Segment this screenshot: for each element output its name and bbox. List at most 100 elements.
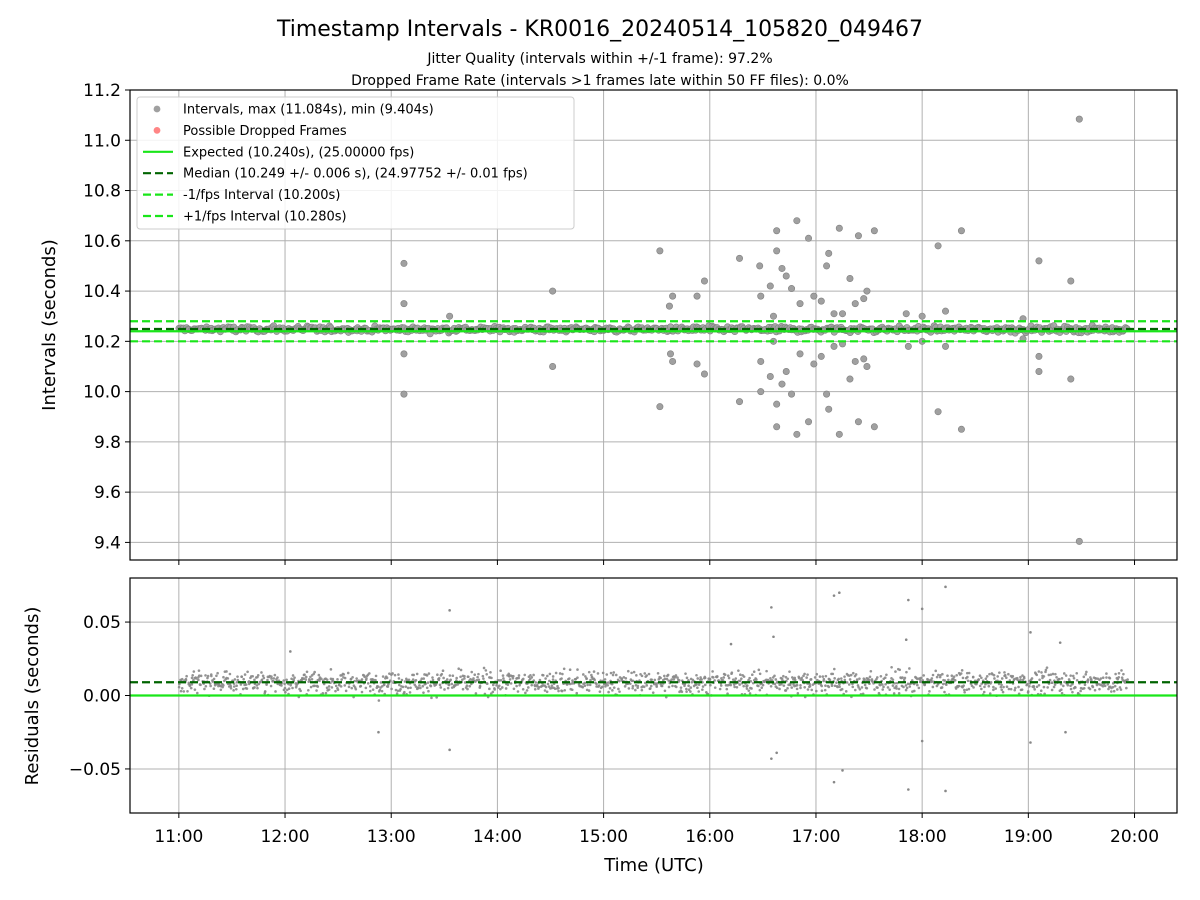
interval-point: [941, 682, 945, 686]
interval-point: [189, 686, 193, 690]
interval-point: [475, 678, 479, 682]
interval-point: [703, 676, 707, 680]
interval-point: [1019, 675, 1022, 679]
interval-point: [488, 687, 491, 691]
interval-point: [425, 674, 429, 677]
interval-point: [992, 685, 995, 689]
interval-point: [422, 677, 426, 680]
legend-label: Expected (10.240s), (25.00000 fps): [183, 145, 414, 160]
y-tick-label: 10.6: [83, 232, 121, 252]
interval-point: [493, 688, 496, 691]
interval-point: [364, 686, 368, 690]
x-tick-label: 17:00: [791, 827, 840, 847]
interval-point: [538, 678, 542, 682]
interval-point: [732, 683, 736, 686]
interval-point: [595, 682, 598, 686]
interval-point: [967, 671, 971, 675]
interval-point: [403, 680, 407, 683]
interval-point: [1017, 692, 1021, 696]
interval-point: [626, 669, 630, 673]
interval-point: [1053, 683, 1057, 686]
interval-point: [347, 685, 351, 689]
interval-point: [584, 675, 587, 678]
interval-point: [597, 684, 601, 687]
interval-point: [235, 684, 238, 688]
interval-point: [1105, 676, 1108, 679]
interval-point: [1000, 683, 1003, 687]
interval-point: [678, 679, 681, 682]
interval-point: [868, 675, 872, 679]
interval-point: [833, 667, 836, 671]
interval-point: [1000, 677, 1004, 680]
interval-point: [310, 677, 314, 681]
outlier-point: [825, 249, 833, 257]
interval-point: [644, 681, 647, 685]
outlier-point: [832, 594, 836, 597]
outlier-point: [736, 398, 744, 406]
interval-point: [184, 677, 188, 681]
interval-point: [1026, 682, 1029, 686]
interval-point: [1050, 688, 1054, 692]
interval-point: [720, 676, 723, 680]
interval-point: [546, 682, 550, 686]
interval-point: [334, 684, 338, 688]
interval-point: [640, 688, 644, 692]
interval-point: [1002, 685, 1005, 689]
interval-point: [1008, 679, 1012, 682]
interval-point: [446, 686, 450, 690]
outlier-point: [400, 259, 408, 267]
interval-point: [570, 688, 574, 692]
interval-point: [752, 678, 756, 682]
interval-point: [1020, 688, 1024, 691]
interval-point: [671, 684, 674, 688]
interval-point: [371, 688, 375, 691]
interval-point: [501, 674, 505, 677]
outlier-point: [835, 224, 843, 232]
interval-point: [838, 685, 841, 689]
interval-point: [504, 687, 508, 690]
outlier-point: [656, 247, 664, 255]
interval-point: [853, 688, 857, 692]
interval-point: [443, 688, 446, 691]
legend-label: -1/fps Interval (10.200s): [183, 188, 340, 203]
x-axis-label: Time (UTC): [603, 855, 704, 876]
interval-point: [749, 680, 753, 683]
interval-point: [491, 690, 495, 694]
interval-point: [329, 668, 333, 671]
interval-point: [617, 687, 620, 691]
interval-point: [304, 678, 308, 681]
interval-point: [803, 685, 806, 689]
interval-point: [687, 684, 690, 688]
interval-point: [1042, 675, 1046, 678]
interval-point: [994, 687, 997, 690]
outlier-point: [448, 748, 451, 752]
interval-point: [808, 682, 811, 686]
interval-point: [963, 688, 966, 692]
interval-point: [285, 688, 289, 692]
outlier-point: [846, 275, 854, 283]
outlier-point: [920, 607, 924, 611]
interval-point: [307, 677, 311, 681]
interval-point: [1069, 674, 1072, 677]
interval-point: [256, 673, 260, 677]
x-tick-label: 13:00: [367, 827, 416, 847]
interval-point: [780, 677, 784, 681]
interval-point: [481, 674, 485, 678]
interval-point: [387, 683, 390, 686]
interval-point: [489, 692, 493, 695]
interval-point: [445, 678, 449, 681]
interval-point: [645, 684, 649, 687]
interval-point: [1110, 690, 1113, 693]
interval-point: [343, 684, 347, 687]
outlier-point: [773, 400, 781, 408]
outlier-point: [377, 730, 380, 734]
interval-point: [270, 677, 273, 680]
interval-point: [745, 687, 749, 690]
interval-point: [603, 678, 607, 681]
interval-point: [999, 685, 1003, 689]
interval-point: [197, 674, 201, 677]
interval-point: [836, 685, 839, 689]
interval-point: [943, 690, 946, 694]
interval-point: [665, 677, 669, 681]
interval-point: [982, 690, 986, 694]
